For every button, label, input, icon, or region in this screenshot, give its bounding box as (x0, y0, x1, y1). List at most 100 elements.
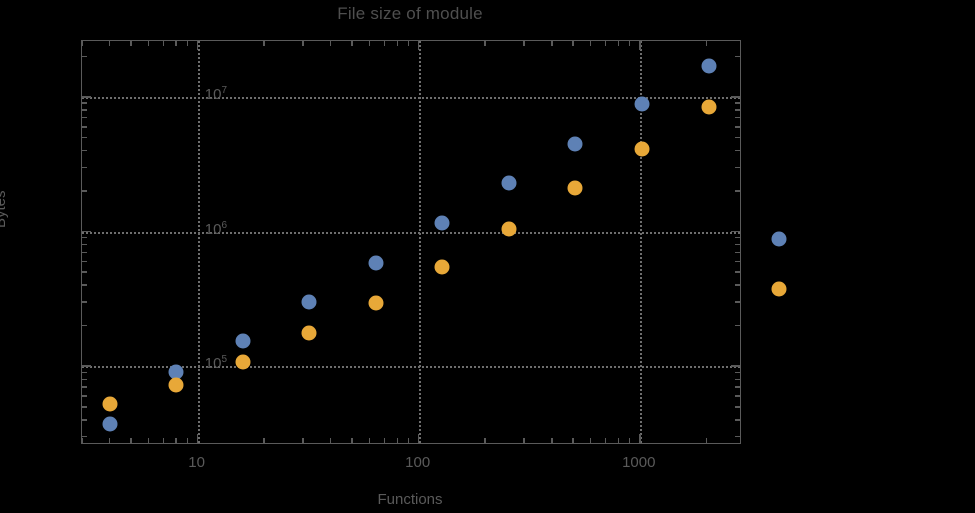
y-axis-label: Bytes (0, 190, 9, 228)
x-axis-tick-minor (551, 438, 553, 443)
y-axis-tick-minor (82, 324, 87, 327)
y-axis-tick-minor (82, 126, 87, 128)
x-tick-label: 100 (405, 454, 431, 471)
x-axis-tick-minor (81, 438, 83, 443)
y-axis-tick-minor (82, 55, 87, 58)
y-axis-tick-minor (82, 371, 87, 374)
y-axis-tick-minor (82, 190, 87, 192)
y-axis-tick-minor (82, 102, 87, 104)
data-point-orange-series (501, 221, 517, 237)
x-axis-tick-major (417, 41, 420, 50)
x-axis-tick-minor (407, 41, 410, 46)
x-axis-tick-minor (628, 41, 631, 46)
x-axis-tick-minor (551, 41, 553, 46)
x-axis-tick-minor (617, 438, 620, 443)
x-axis-tick-minor (572, 41, 574, 46)
y-axis-tick-minor (735, 435, 740, 438)
data-point-blue-series (235, 333, 251, 349)
data-point-blue-series (168, 364, 184, 380)
gridline-horizontal (82, 231, 740, 234)
y-axis-tick-minor (82, 166, 87, 169)
x-axis-tick-minor (589, 41, 592, 46)
chart-title: File size of module (337, 4, 483, 23)
y-axis-tick-minor (735, 324, 740, 327)
y-axis-tick-minor (735, 284, 740, 286)
y-axis-tick-major (82, 96, 91, 98)
x-axis-tick-minor (705, 41, 708, 46)
y-axis-tick-minor (82, 243, 87, 246)
x-axis-tick-minor (263, 438, 265, 443)
y-axis-tick-minor (82, 251, 87, 254)
x-axis-tick-major (196, 434, 199, 443)
y-axis-tick-minor (82, 116, 87, 119)
y-tick-label: 105 (204, 354, 227, 373)
x-axis-tick-major (417, 434, 420, 443)
x-axis-tick-minor (628, 438, 631, 443)
x-axis-tick-minor (604, 438, 607, 443)
y-axis-tick-minor (735, 378, 740, 381)
data-point-orange-series (102, 396, 118, 412)
x-axis-tick-major (196, 41, 199, 50)
x-axis-tick-minor (351, 41, 353, 46)
y-axis-tick-minor (82, 406, 87, 408)
y-tick-label: 106 (204, 219, 227, 238)
x-axis-tick-minor (523, 41, 525, 46)
gridline-horizontal (82, 366, 740, 369)
x-axis-tick-minor (302, 438, 304, 443)
x-axis-tick-minor (617, 41, 620, 46)
y-axis-tick-minor (735, 419, 740, 421)
y-axis-tick-minor (82, 136, 87, 139)
y-axis-tick-minor (735, 126, 740, 128)
plot-frame (81, 40, 741, 444)
x-axis-tick-minor (329, 41, 332, 46)
y-tick-label: 107 (204, 84, 227, 103)
x-axis-tick-minor (302, 41, 304, 46)
x-axis-tick-minor (147, 41, 150, 46)
y-axis-tick-minor (82, 271, 87, 273)
y-axis-tick-minor (82, 109, 87, 111)
x-axis-tick-minor (263, 41, 265, 46)
x-axis-tick-minor (162, 438, 165, 443)
x-axis-tick-minor (147, 438, 150, 443)
y-axis-tick-minor (82, 395, 87, 397)
x-axis-tick-major (639, 434, 641, 443)
x-axis-tick-minor (383, 438, 386, 443)
x-axis-tick-minor (108, 41, 111, 46)
data-point-blue-series (567, 136, 583, 152)
y-axis-tick-minor (735, 136, 740, 139)
y-axis-tick-minor (735, 271, 740, 273)
x-axis-tick-minor (368, 41, 371, 46)
data-point-blue-series (434, 215, 450, 231)
data-point-blue-series (102, 416, 118, 432)
y-axis-tick-major (82, 230, 91, 233)
data-point-blue-series (771, 231, 787, 247)
x-axis-tick-minor (407, 438, 410, 443)
y-axis-tick-minor (82, 435, 87, 438)
y-axis-tick-minor (735, 116, 740, 119)
x-axis-tick-minor (604, 41, 607, 46)
gridline-vertical (418, 41, 421, 443)
y-axis-tick-minor (735, 406, 740, 408)
x-axis-tick-minor (162, 41, 165, 46)
x-axis-tick-minor (484, 438, 486, 443)
x-axis-label: Functions (377, 491, 443, 508)
y-axis-tick-minor (735, 190, 740, 192)
y-axis-tick-minor (735, 371, 740, 374)
x-axis-tick-minor (175, 41, 177, 46)
x-axis-tick-minor (484, 41, 486, 46)
y-axis-tick-minor (735, 55, 740, 58)
y-axis-tick-minor (82, 149, 87, 152)
gridline-vertical (197, 41, 200, 443)
y-axis-tick-major (82, 365, 91, 367)
data-point-orange-series (301, 325, 317, 341)
data-point-blue-series (368, 255, 384, 271)
x-axis-tick-minor (396, 41, 398, 46)
x-axis-tick-major (639, 41, 641, 50)
data-point-orange-series (701, 99, 717, 115)
y-axis-tick-minor (735, 395, 740, 397)
data-point-blue-series (501, 175, 517, 191)
data-point-orange-series (368, 295, 384, 311)
x-axis-tick-minor (175, 438, 177, 443)
x-axis-tick-minor (186, 438, 189, 443)
